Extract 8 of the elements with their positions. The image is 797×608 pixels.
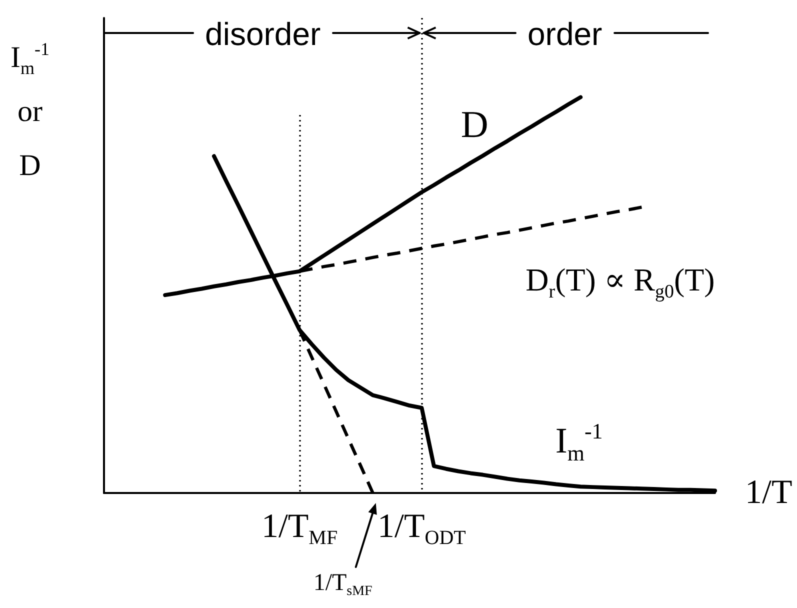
text: order <box>528 16 603 52</box>
x-tick-label: 1/T$_{ODT}$ <box>378 508 466 549</box>
series-label: D <box>460 104 488 146</box>
series-label: D$_{r}$(T) ∝ R$_{g0}$(T) <box>526 262 715 303</box>
x-tick-label: 1/T$_{MF}$ <box>261 508 338 549</box>
x-axis-title: 1/T <box>745 474 792 511</box>
text: 1/T$_{sMF}$ <box>313 570 373 599</box>
text: disorder <box>205 16 322 52</box>
